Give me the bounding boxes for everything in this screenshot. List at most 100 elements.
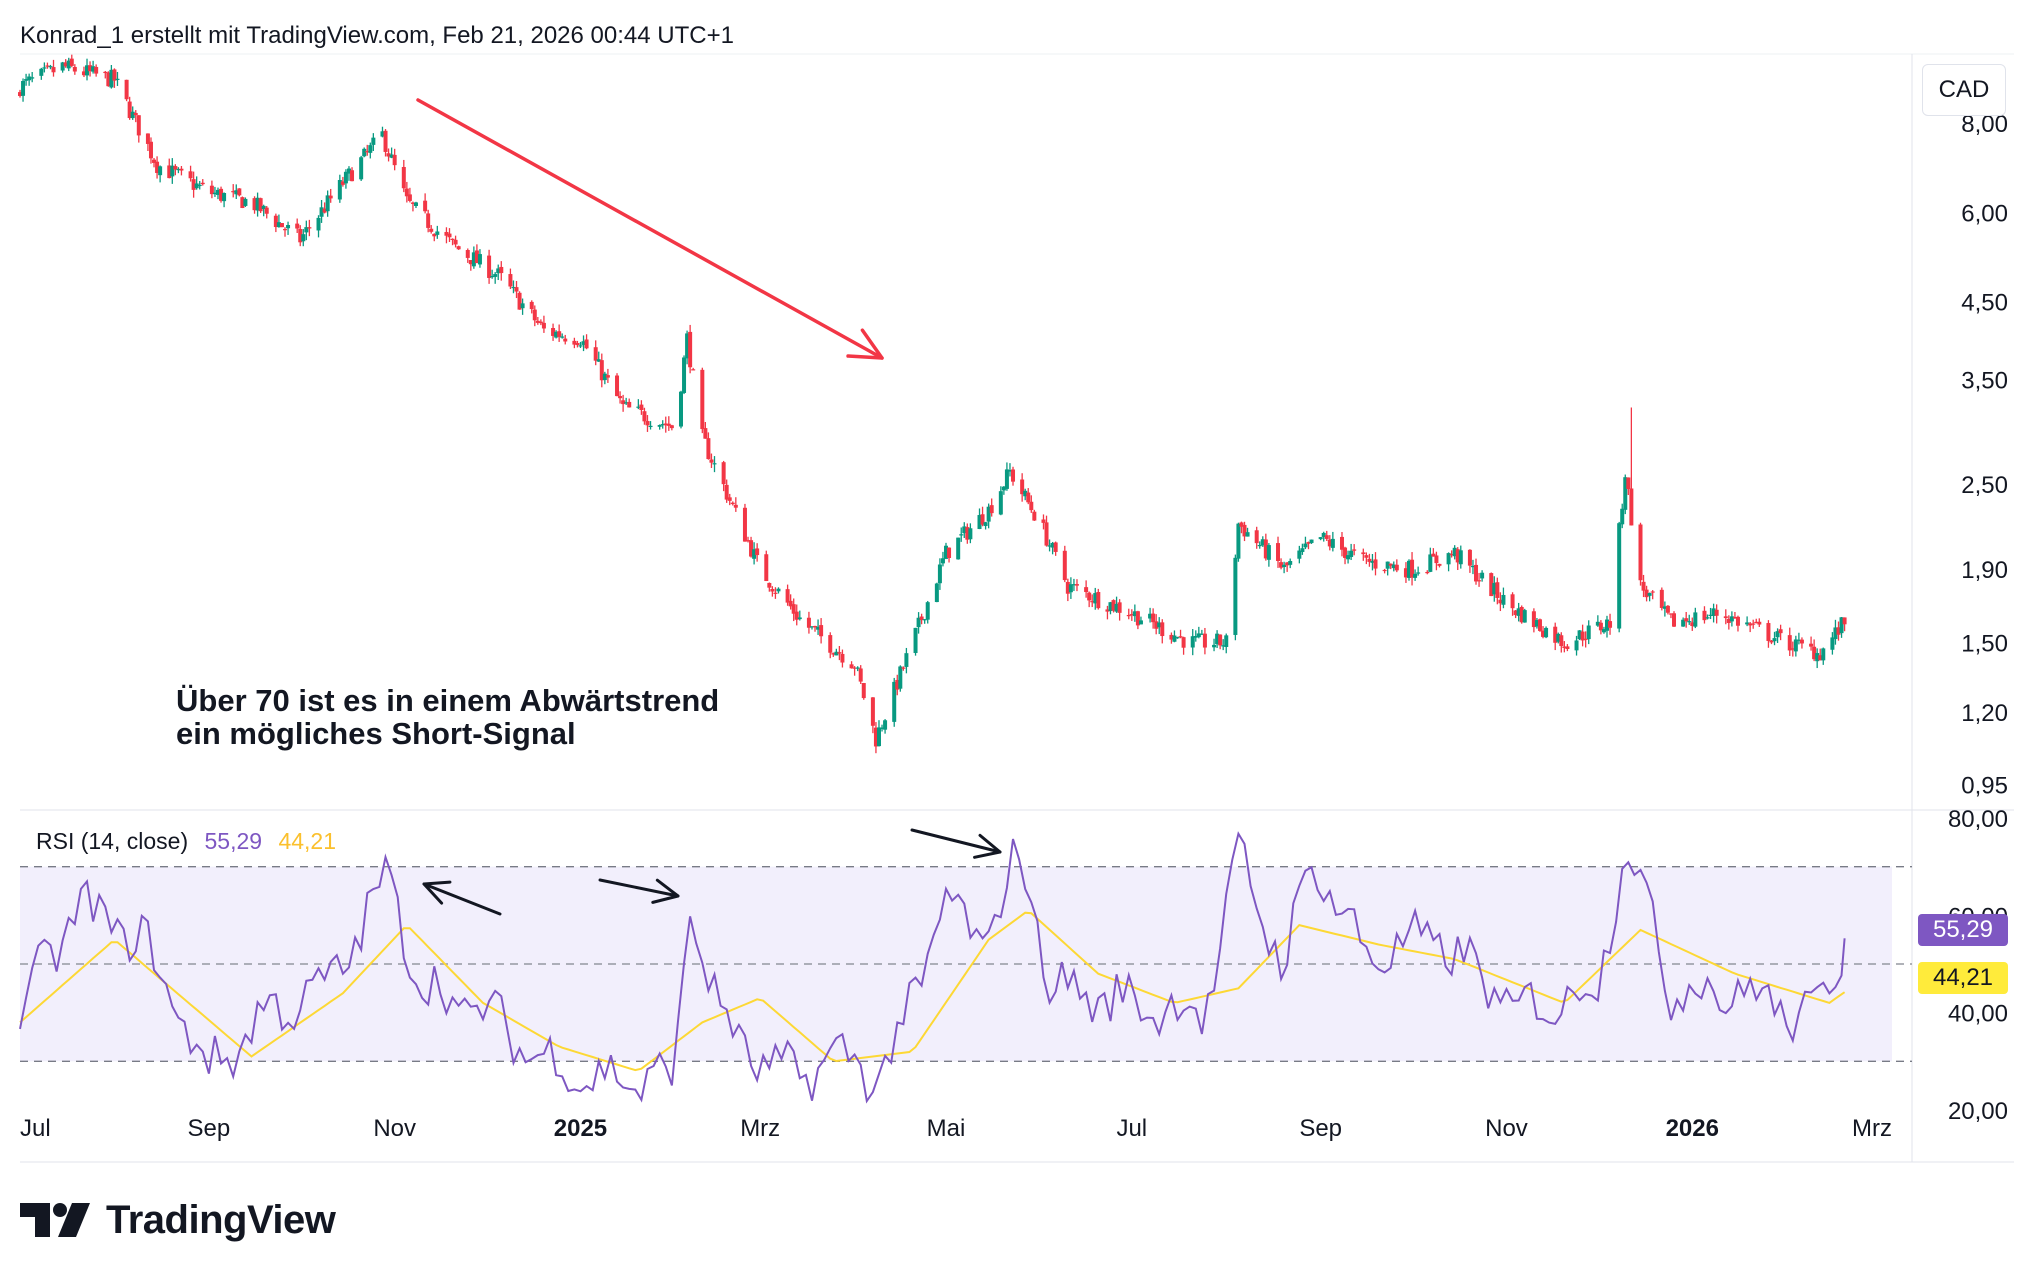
candle [1672,611,1677,627]
currency-button[interactable]: CAD [1922,64,2006,116]
candle [295,218,300,234]
tradingview-logo-icon [20,1203,90,1237]
candle [1812,639,1817,662]
candle-body [1425,571,1430,574]
candle-body [69,58,74,66]
candle [1711,603,1716,623]
candle-body [298,228,303,243]
text-annotation[interactable]: Über 70 ist es in einem Abwärtstrend ein… [176,684,719,750]
candle [477,249,482,268]
candle [468,260,473,271]
candle-body [212,192,217,195]
candle-body [660,424,665,426]
candle [200,179,205,186]
candle [1665,605,1670,615]
candle-body [1071,584,1076,586]
candle-body [767,582,772,588]
candle-body [1108,602,1113,612]
candle-body [1282,564,1287,568]
candle [1492,576,1497,602]
candle-body [1175,637,1180,639]
pane-frame [20,53,2014,1163]
candle-body [892,681,897,722]
candle-body [551,328,556,336]
candle-body [407,194,412,201]
candle [1644,585,1649,602]
candle [1364,552,1369,565]
rsi-arrow-feb-head [651,878,680,904]
candle [1321,531,1326,542]
candle [959,527,964,542]
candle-body [691,369,696,371]
candle-body [30,77,35,79]
candle-body [63,62,68,67]
candle [1282,561,1287,574]
candle-body [511,286,516,289]
candle [1053,541,1058,556]
chart-header: Konrad_1 erstellt mit TradingView.com, F… [20,22,734,49]
candle [733,497,738,512]
candle [1751,619,1756,629]
candle [1431,548,1436,557]
candle-body [350,170,355,182]
candle-body [286,225,291,229]
candle [1641,574,1646,598]
candle-body [554,331,559,338]
candle [1245,527,1250,537]
candle-body [1757,621,1762,625]
candle-body [636,406,641,408]
candle [124,79,129,102]
candle-body [934,583,939,603]
rsi-arrow-feb-shaft [598,878,680,898]
price-axis[interactable]: 8,006,004,503,502,501,901,501,200,95 [1961,111,2008,799]
candle [1343,546,1348,565]
tradingview-logo[interactable]: TradingView [20,1198,336,1242]
candle [1821,647,1826,665]
candle-body [1745,622,1750,625]
candle [39,67,44,80]
candle-body [1117,602,1122,613]
candle [1559,632,1564,653]
candle-body [749,540,754,557]
candle-body [560,336,565,338]
candle-body [685,333,690,359]
candle [1501,587,1506,609]
candle [840,649,845,668]
candle [350,167,355,182]
candle-body [1833,627,1838,640]
candle-body [209,185,214,195]
candle [450,238,455,246]
candle [136,115,141,143]
candle-body [133,112,138,116]
candle-body [663,423,668,426]
candle [1818,648,1823,661]
candle [1620,503,1625,529]
rsi-legend[interactable]: RSI (14, close) 55,29 44,21 [36,828,346,855]
rsi-tick-label: 80,00 [1948,806,2008,833]
candle [319,199,324,223]
candle-body [1160,622,1165,637]
candle-body [283,229,288,231]
candle-body [989,505,994,514]
candle-body [1413,573,1418,578]
candle [773,587,778,599]
drawing-arrows[interactable] [416,98,1002,916]
candle-body [1641,581,1646,591]
candle [712,456,717,473]
time-axis[interactable]: Jul Sep Nov 2025 Mrz Mai Jul Sep Nov 2026 Mrz [20,1115,1892,1142]
candle-body [1796,639,1801,641]
candle [231,184,236,198]
candle [487,249,492,284]
candle-body [1190,636,1195,648]
candle [1519,605,1524,624]
candle-body [145,133,150,144]
candle [264,206,269,219]
candle-body [1799,639,1804,644]
candle [1410,552,1415,586]
candle-body [392,154,397,166]
price-tick-label: 4,50 [1961,290,2008,317]
candle [1178,629,1183,639]
candle-body [1492,582,1497,595]
